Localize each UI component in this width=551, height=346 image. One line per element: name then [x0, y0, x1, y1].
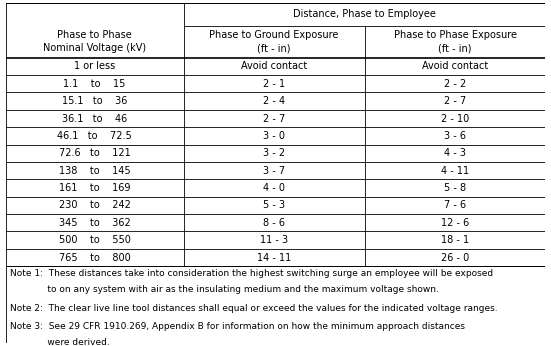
Text: 3 - 2: 3 - 2: [263, 148, 285, 158]
Text: 765    to    800: 765 to 800: [59, 253, 131, 263]
Text: 161    to    169: 161 to 169: [59, 183, 131, 193]
Text: 14 - 11: 14 - 11: [257, 253, 291, 263]
Text: Avoid contact: Avoid contact: [422, 61, 488, 71]
Text: 2 - 2: 2 - 2: [444, 79, 466, 89]
Text: 2 - 7: 2 - 7: [444, 96, 466, 106]
Text: were derived.: were derived.: [10, 338, 110, 346]
Text: 72.6   to    121: 72.6 to 121: [59, 148, 131, 158]
Text: 2 - 7: 2 - 7: [263, 113, 285, 124]
Text: 26 - 0: 26 - 0: [441, 253, 469, 263]
Text: 345    to    362: 345 to 362: [59, 218, 131, 228]
Text: 138    to    145: 138 to 145: [59, 166, 131, 176]
Text: Phase to Phase
Nominal Voltage (kV): Phase to Phase Nominal Voltage (kV): [43, 30, 146, 53]
Text: 3 - 6: 3 - 6: [444, 131, 466, 141]
Text: 4 - 0: 4 - 0: [263, 183, 285, 193]
Text: to on any system with air as the insulating medium and the maximum voltage shown: to on any system with air as the insulat…: [10, 285, 439, 294]
Text: 8 - 6: 8 - 6: [263, 218, 285, 228]
Text: 3 - 7: 3 - 7: [263, 166, 285, 176]
Text: 5 - 3: 5 - 3: [263, 200, 285, 210]
Text: Phase to Ground Exposure
(ft - in): Phase to Ground Exposure (ft - in): [209, 30, 339, 53]
Text: 1.1    to    15: 1.1 to 15: [63, 79, 126, 89]
Text: Avoid contact: Avoid contact: [241, 61, 307, 71]
Text: 230    to    242: 230 to 242: [58, 200, 131, 210]
Text: 4 - 3: 4 - 3: [444, 148, 466, 158]
Text: 1 or less: 1 or less: [74, 61, 115, 71]
Text: 500    to    550: 500 to 550: [58, 235, 131, 245]
Text: 7 - 6: 7 - 6: [444, 200, 466, 210]
Text: 11 - 3: 11 - 3: [260, 235, 288, 245]
Text: 4 - 11: 4 - 11: [441, 166, 469, 176]
Text: Phase to Phase Exposure
(ft - in): Phase to Phase Exposure (ft - in): [393, 30, 516, 53]
Text: 2 - 4: 2 - 4: [263, 96, 285, 106]
Text: 12 - 6: 12 - 6: [441, 218, 469, 228]
Text: 15.1   to    36: 15.1 to 36: [62, 96, 127, 106]
Text: 2 - 1: 2 - 1: [263, 79, 285, 89]
Text: Note 3:  See 29 CFR 1910.269, Appendix B for information on how the minimum appr: Note 3: See 29 CFR 1910.269, Appendix B …: [10, 322, 465, 331]
Text: Note 1:  These distances take into consideration the highest switching surge an : Note 1: These distances take into consid…: [10, 269, 493, 278]
Text: 5 - 8: 5 - 8: [444, 183, 466, 193]
Text: Note 2:  The clear live line tool distances shall equal or exceed the values for: Note 2: The clear live line tool distanc…: [10, 303, 498, 312]
Text: 36.1   to    46: 36.1 to 46: [62, 113, 127, 124]
Text: 3 - 0: 3 - 0: [263, 131, 285, 141]
Text: Distance, Phase to Employee: Distance, Phase to Employee: [293, 9, 436, 19]
Text: 18 - 1: 18 - 1: [441, 235, 469, 245]
Text: 2 - 10: 2 - 10: [441, 113, 469, 124]
Text: 46.1   to    72.5: 46.1 to 72.5: [57, 131, 132, 141]
